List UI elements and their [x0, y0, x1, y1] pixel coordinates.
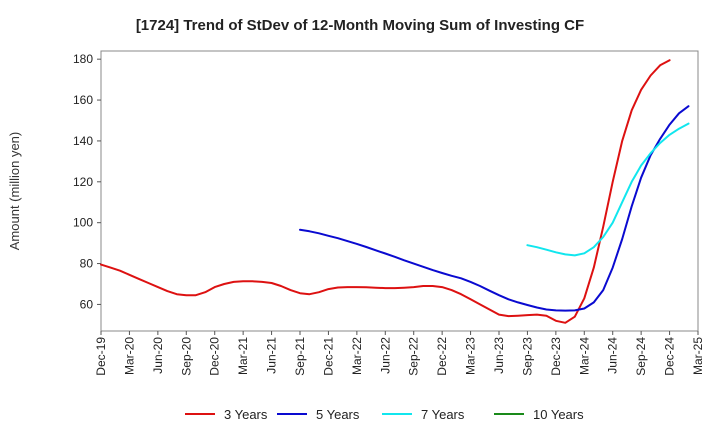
legend: 3 Years 5 Years 7 Years 10 Years: [185, 407, 584, 422]
y-tick-label: 80: [80, 257, 94, 271]
x-tick-label: Dec-20: [208, 337, 222, 376]
plot-area: [100, 50, 699, 332]
y-tick-label: 100: [73, 216, 93, 230]
legend-label-7-years: 7 Years: [421, 407, 465, 422]
y-tick-label: 140: [73, 134, 93, 148]
x-tick-label: Dec-22: [435, 337, 449, 376]
x-tick-label: Mar-21: [236, 337, 250, 375]
legend-label-10-years: 10 Years: [533, 407, 584, 422]
x-tick-label: Jun-23: [492, 337, 506, 374]
x-tick-label: Dec-23: [549, 337, 563, 376]
x-tick-label: Mar-23: [464, 337, 478, 375]
x-tick-label: Mar-22: [350, 337, 364, 375]
y-axis-label: Amount (million yen): [7, 132, 22, 251]
x-tick-label: Dec-19: [94, 337, 108, 376]
series-layer: [100, 59, 690, 324]
x-tick-label: Mar-24: [577, 337, 591, 375]
x-tick-label: Dec-24: [663, 337, 677, 376]
x-tick-label: Sep-20: [179, 337, 193, 376]
x-tick-label: Sep-22: [407, 337, 421, 376]
x-tick-label: Sep-24: [634, 337, 648, 376]
x-tick-label: Sep-23: [520, 337, 534, 376]
x-tick-label: Jun-20: [151, 337, 165, 374]
series-line-7-years: [526, 122, 690, 257]
x-tick-label: Sep-21: [293, 337, 307, 376]
x-tick-label: Dec-21: [321, 337, 335, 376]
y-tick-label: 160: [73, 93, 93, 107]
series-line-5-years: [299, 105, 690, 312]
chart-title: [1724] Trend of StDev of 12-Month Moving…: [136, 17, 584, 34]
legend-label-3-years: 3 Years: [224, 407, 268, 422]
x-tick-label: Jun-22: [378, 337, 392, 374]
series-line-3-years: [100, 59, 671, 324]
y-tick-label: 60: [80, 297, 94, 311]
axes: 60 80 100 120 140 160 180 Dec-19 Mar-20 Jun-20 Sep…: [73, 50, 705, 376]
y-tick-label: 180: [73, 52, 93, 66]
y-tick-label: 120: [73, 175, 93, 189]
legend-label-5-years: 5 Years: [316, 407, 360, 422]
x-tick-label: Mar-20: [122, 337, 136, 375]
x-tick-label: Jun-24: [606, 337, 620, 374]
x-tick-label: Mar-25: [691, 337, 705, 375]
x-tick-label: Jun-21: [265, 337, 279, 374]
